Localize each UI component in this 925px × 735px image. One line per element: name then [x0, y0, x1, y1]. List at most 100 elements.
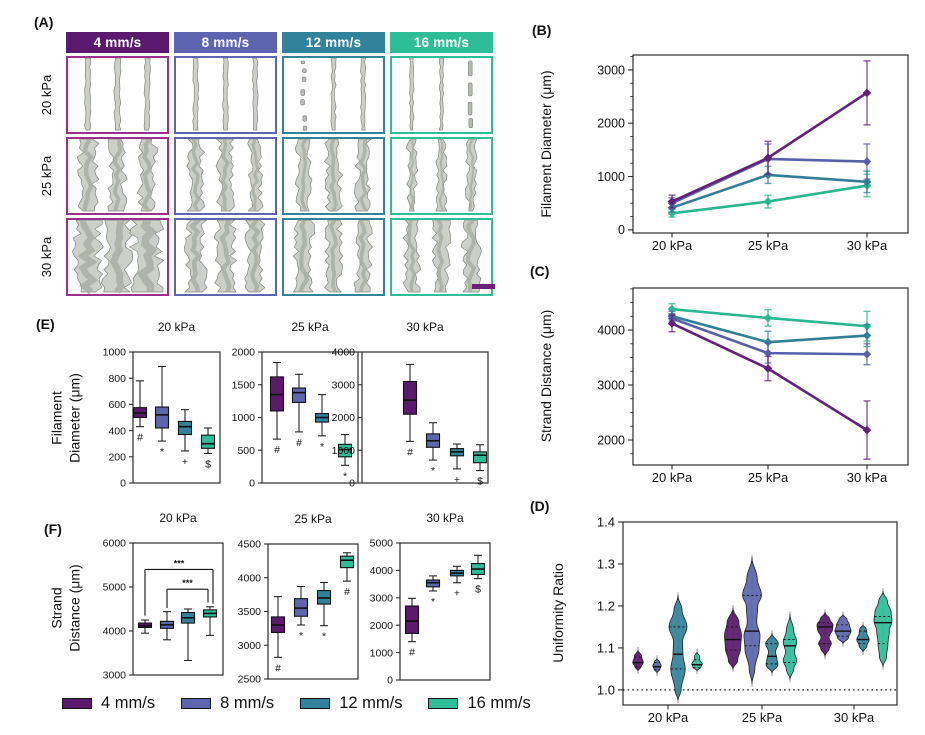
- violin-20kPa-4mms: [632, 647, 644, 675]
- significance-symbol: *: [431, 465, 435, 477]
- panel-a-label: (A): [34, 14, 54, 30]
- legend-swatch-4mms: [62, 698, 92, 709]
- strand: [113, 57, 122, 131]
- micrograph-cell-30kPa-12mms: [282, 218, 385, 296]
- significance-bracket: ***: [144, 558, 214, 616]
- violin-25kPa-12mms: [765, 630, 779, 677]
- strand-distance-line-chart: 2000 3000 4000 20 kPa 25 kPa 30 kPa: [597, 287, 909, 485]
- violin-30kPa-8mms: [834, 611, 852, 647]
- box-12mms: +: [449, 565, 465, 600]
- y-tick-label: 0: [349, 478, 355, 490]
- series-4mms: [667, 60, 872, 209]
- box-12mms: +: [449, 443, 465, 486]
- strand-texture: [249, 218, 261, 293]
- micrograph-cell-30kPa-4mms: [66, 218, 169, 296]
- panel-f-label: (F): [44, 521, 62, 537]
- panel-d-label: (D): [530, 498, 550, 514]
- y-tick-label: 3000: [370, 592, 394, 604]
- box-body: [404, 605, 420, 634]
- y-tick-label: 5000: [103, 582, 127, 594]
- scale-bar: [472, 284, 495, 289]
- box-8mms: *: [425, 422, 441, 477]
- strand-distance-boxplot-30kpa: 0 1000 2000 3000 4000 5000 30 kPa # * + $: [370, 511, 491, 687]
- box-body: [291, 387, 307, 403]
- violin-25kPa-16mms: [782, 611, 798, 683]
- violin-body: [742, 557, 762, 684]
- box-body: [337, 443, 353, 458]
- violin-body: [834, 613, 852, 645]
- strand-texture: [190, 138, 201, 212]
- strand-texture: [465, 218, 477, 293]
- strand-texture: [298, 219, 310, 293]
- micrograph-cell-20kPa-4mms: [66, 56, 169, 134]
- strand-texture: [109, 219, 125, 294]
- micrograph: [84, 57, 151, 131]
- strand: [360, 57, 367, 131]
- box-4mms: #: [402, 363, 418, 458]
- micrograph: [186, 138, 264, 212]
- data-point-marker: [763, 313, 773, 323]
- panel-e-y-axis-title: Filament Diameter (μm): [49, 373, 84, 463]
- figure-legend: 4 mm/s 8 mm/s 12 mm/s 16 mm/s: [62, 694, 557, 713]
- strand-texture: [407, 219, 417, 293]
- box-body: [472, 451, 488, 464]
- strand: [222, 57, 229, 131]
- micrograph: [294, 138, 372, 212]
- violin-20kPa-16mms: [691, 649, 703, 675]
- violin-30kPa-4mms: [816, 609, 834, 660]
- box-8mms: #: [291, 373, 307, 449]
- pressure-row-label-30kpa: 30 kPa: [39, 236, 54, 278]
- violin-body: [652, 658, 662, 674]
- strand-texture: [358, 219, 368, 293]
- y-tick-label: 2000: [332, 412, 356, 424]
- significance-symbol: #: [137, 432, 143, 444]
- y-tick-label: 1000: [597, 170, 625, 184]
- filament-diameter-boxplot-20kpa: 0 200 400 600 800 1000 20 kPa # * + $: [103, 320, 221, 490]
- box-4mms: #: [404, 597, 420, 659]
- significance-symbol: *: [343, 470, 347, 482]
- significance-bracket: ***: [166, 578, 209, 609]
- y-tick-label: 1000: [232, 412, 256, 424]
- filament-diameter-boxplot-25kpa: 0 500 1000 1500 2000 25 kPa # # * *: [232, 320, 359, 490]
- strand-distance-boxplot-20kpa: 3000 4000 5000 6000 20 kPa *** ***: [103, 511, 224, 682]
- strand-texture: [82, 138, 95, 212]
- x-tick-label: 30 kPa: [847, 470, 888, 485]
- significance-symbol: #: [296, 437, 302, 449]
- panel-f-y-axis-title-line1: Strand: [48, 587, 65, 629]
- y-tick-label: 1000: [370, 647, 394, 659]
- y-tick-label: 4000: [597, 323, 625, 337]
- strand-distance-boxplot-25kpa: 2500 3000 3500 4000 4500 25 kPa # * * #: [238, 512, 359, 686]
- y-tick-label: 3000: [238, 640, 262, 652]
- x-tick-label: 20 kPa: [652, 238, 693, 253]
- box-body: [154, 406, 170, 429]
- significance-stars: ***: [174, 558, 185, 568]
- pressure-row-label-25kpa: 25 kPa: [39, 155, 54, 197]
- box-8mms: *: [293, 585, 309, 642]
- violin-body: [873, 590, 893, 668]
- y-tick-label: 3000: [597, 378, 625, 392]
- strand-texture: [358, 138, 368, 212]
- micrograph-cell-20kPa-16mms: [390, 56, 493, 134]
- strand-fragment: [300, 60, 306, 65]
- box-8mms: *: [425, 575, 441, 608]
- speed-header-label: 16 mm/s: [413, 35, 470, 50]
- violin-25kPa-4mms: [724, 605, 742, 672]
- speed-header-4mms: 4 mm/s: [66, 32, 169, 53]
- strand-texture: [141, 137, 153, 213]
- micrograph-cell-30kPa-8mms: [174, 218, 277, 296]
- strand-texture: [219, 219, 232, 293]
- strand: [460, 219, 482, 293]
- violin-20kPa-12mms: [668, 592, 688, 704]
- y-tick-label: 2000: [597, 433, 625, 447]
- y-tick-label: 3000: [597, 63, 625, 77]
- strand: [192, 57, 200, 131]
- subplot-title: 30 kPa: [426, 511, 464, 525]
- y-tick-label: 0: [249, 478, 255, 490]
- y-tick-label: 800: [108, 373, 126, 385]
- significance-symbol: *: [320, 441, 324, 453]
- strand-texture: [409, 138, 415, 212]
- y-tick-label: 0: [120, 478, 126, 490]
- y-tick-label: 1500: [232, 379, 256, 391]
- y-tick-label: 4000: [103, 626, 127, 638]
